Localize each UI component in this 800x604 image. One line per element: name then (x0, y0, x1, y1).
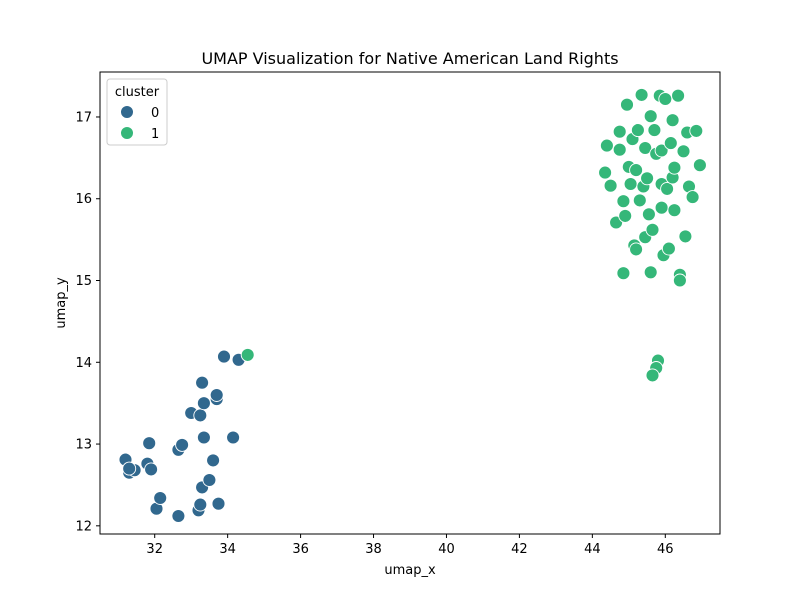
data-point-cluster-0 (209, 388, 224, 402)
x-tick-label: 44 (584, 542, 601, 557)
data-point-cluster-1 (667, 160, 682, 175)
data-point-cluster-1 (618, 208, 633, 223)
data-point-cluster-0 (153, 491, 168, 505)
data-point-cluster-1 (660, 181, 675, 196)
data-point-cluster-0 (211, 496, 226, 511)
data-point-cluster-1 (630, 123, 645, 138)
y-axis: 12 13 14 15 16 17 (75, 110, 100, 534)
legend-marker-cluster-0 (120, 105, 134, 119)
legend-label-cluster-0: 0 (151, 106, 159, 121)
data-point-cluster-1 (678, 229, 693, 244)
data-point-cluster-1 (645, 222, 660, 237)
data-point-cluster-0 (142, 436, 157, 451)
data-point-cluster-1 (672, 273, 687, 288)
data-point-cluster-1 (616, 266, 631, 281)
y-tick-label: 12 (75, 519, 92, 534)
legend-marker-cluster-1 (120, 126, 134, 140)
data-point-cluster-1 (645, 368, 660, 383)
data-point-cluster-1 (663, 136, 678, 151)
data-point-cluster-0 (217, 349, 231, 364)
y-tick-label: 13 (75, 438, 92, 453)
x-tick-label: 36 (292, 542, 309, 557)
x-tick-label: 40 (438, 542, 455, 557)
x-tick-label: 32 (146, 542, 163, 557)
y-tick-label: 17 (75, 110, 92, 125)
x-tick-label: 42 (511, 542, 528, 557)
x-axis: 32 34 36 38 40 42 44 46 (146, 534, 674, 557)
data-point-cluster-1 (632, 193, 647, 208)
data-point-cluster-1 (240, 347, 255, 362)
data-point-cluster-0 (195, 375, 210, 390)
data-point-cluster-1 (620, 97, 634, 112)
data-point-cluster-1 (629, 163, 644, 178)
points-layer (118, 87, 707, 523)
data-point-cluster-1 (612, 124, 627, 139)
data-point-cluster-1 (643, 265, 658, 280)
plot-area-frame (99, 71, 721, 535)
legend-label-cluster-1: 1 (151, 127, 159, 142)
data-point-cluster-1 (654, 200, 669, 215)
data-point-cluster-1 (616, 194, 631, 209)
legend: cluster 0 1 (106, 78, 168, 146)
data-point-cluster-1 (598, 165, 613, 180)
data-point-cluster-1 (641, 207, 656, 222)
data-point-cluster-1 (689, 123, 704, 138)
data-point-cluster-1 (603, 178, 618, 193)
y-tick-label: 16 (75, 192, 92, 207)
data-point-cluster-0 (196, 396, 211, 411)
data-point-cluster-0 (196, 430, 211, 445)
data-point-cluster-1 (612, 142, 627, 157)
x-tick-label: 38 (365, 542, 382, 557)
data-point-cluster-1 (629, 242, 644, 257)
data-point-cluster-0 (202, 473, 217, 487)
data-point-cluster-0 (193, 497, 208, 512)
data-point-cluster-1 (658, 92, 673, 106)
y-tick-label: 15 (75, 274, 92, 289)
data-point-cluster-1 (647, 123, 662, 138)
data-point-cluster-0 (193, 408, 208, 423)
data-point-cluster-0 (206, 453, 221, 468)
data-point-cluster-1 (667, 203, 682, 218)
data-point-cluster-1 (692, 158, 707, 173)
x-tick-label: 34 (219, 542, 236, 557)
data-point-cluster-1 (599, 138, 614, 153)
data-point-cluster-1 (623, 177, 638, 191)
data-point-cluster-1 (643, 109, 658, 124)
data-point-cluster-1 (665, 113, 680, 128)
data-point-cluster-0 (171, 509, 186, 523)
chart-title: UMAP Visualization for Native American L… (201, 49, 618, 68)
data-point-cluster-1 (671, 88, 686, 103)
data-point-cluster-0 (144, 462, 159, 477)
x-axis-label: umap_x (384, 563, 436, 578)
data-point-cluster-1 (661, 241, 676, 256)
data-point-cluster-1 (640, 171, 655, 186)
data-point-cluster-0 (122, 461, 137, 476)
data-point-cluster-0 (226, 430, 241, 445)
x-tick-label: 46 (657, 542, 674, 557)
y-tick-label: 14 (75, 356, 92, 371)
data-point-cluster-1 (634, 87, 649, 102)
data-point-cluster-1 (654, 143, 669, 158)
data-point-cluster-1 (676, 144, 691, 159)
data-point-cluster-1 (685, 190, 700, 205)
y-axis-label: umap_y (54, 277, 69, 329)
data-point-cluster-1 (638, 141, 653, 155)
legend-title: cluster (115, 85, 160, 100)
data-point-cluster-0 (175, 437, 190, 452)
